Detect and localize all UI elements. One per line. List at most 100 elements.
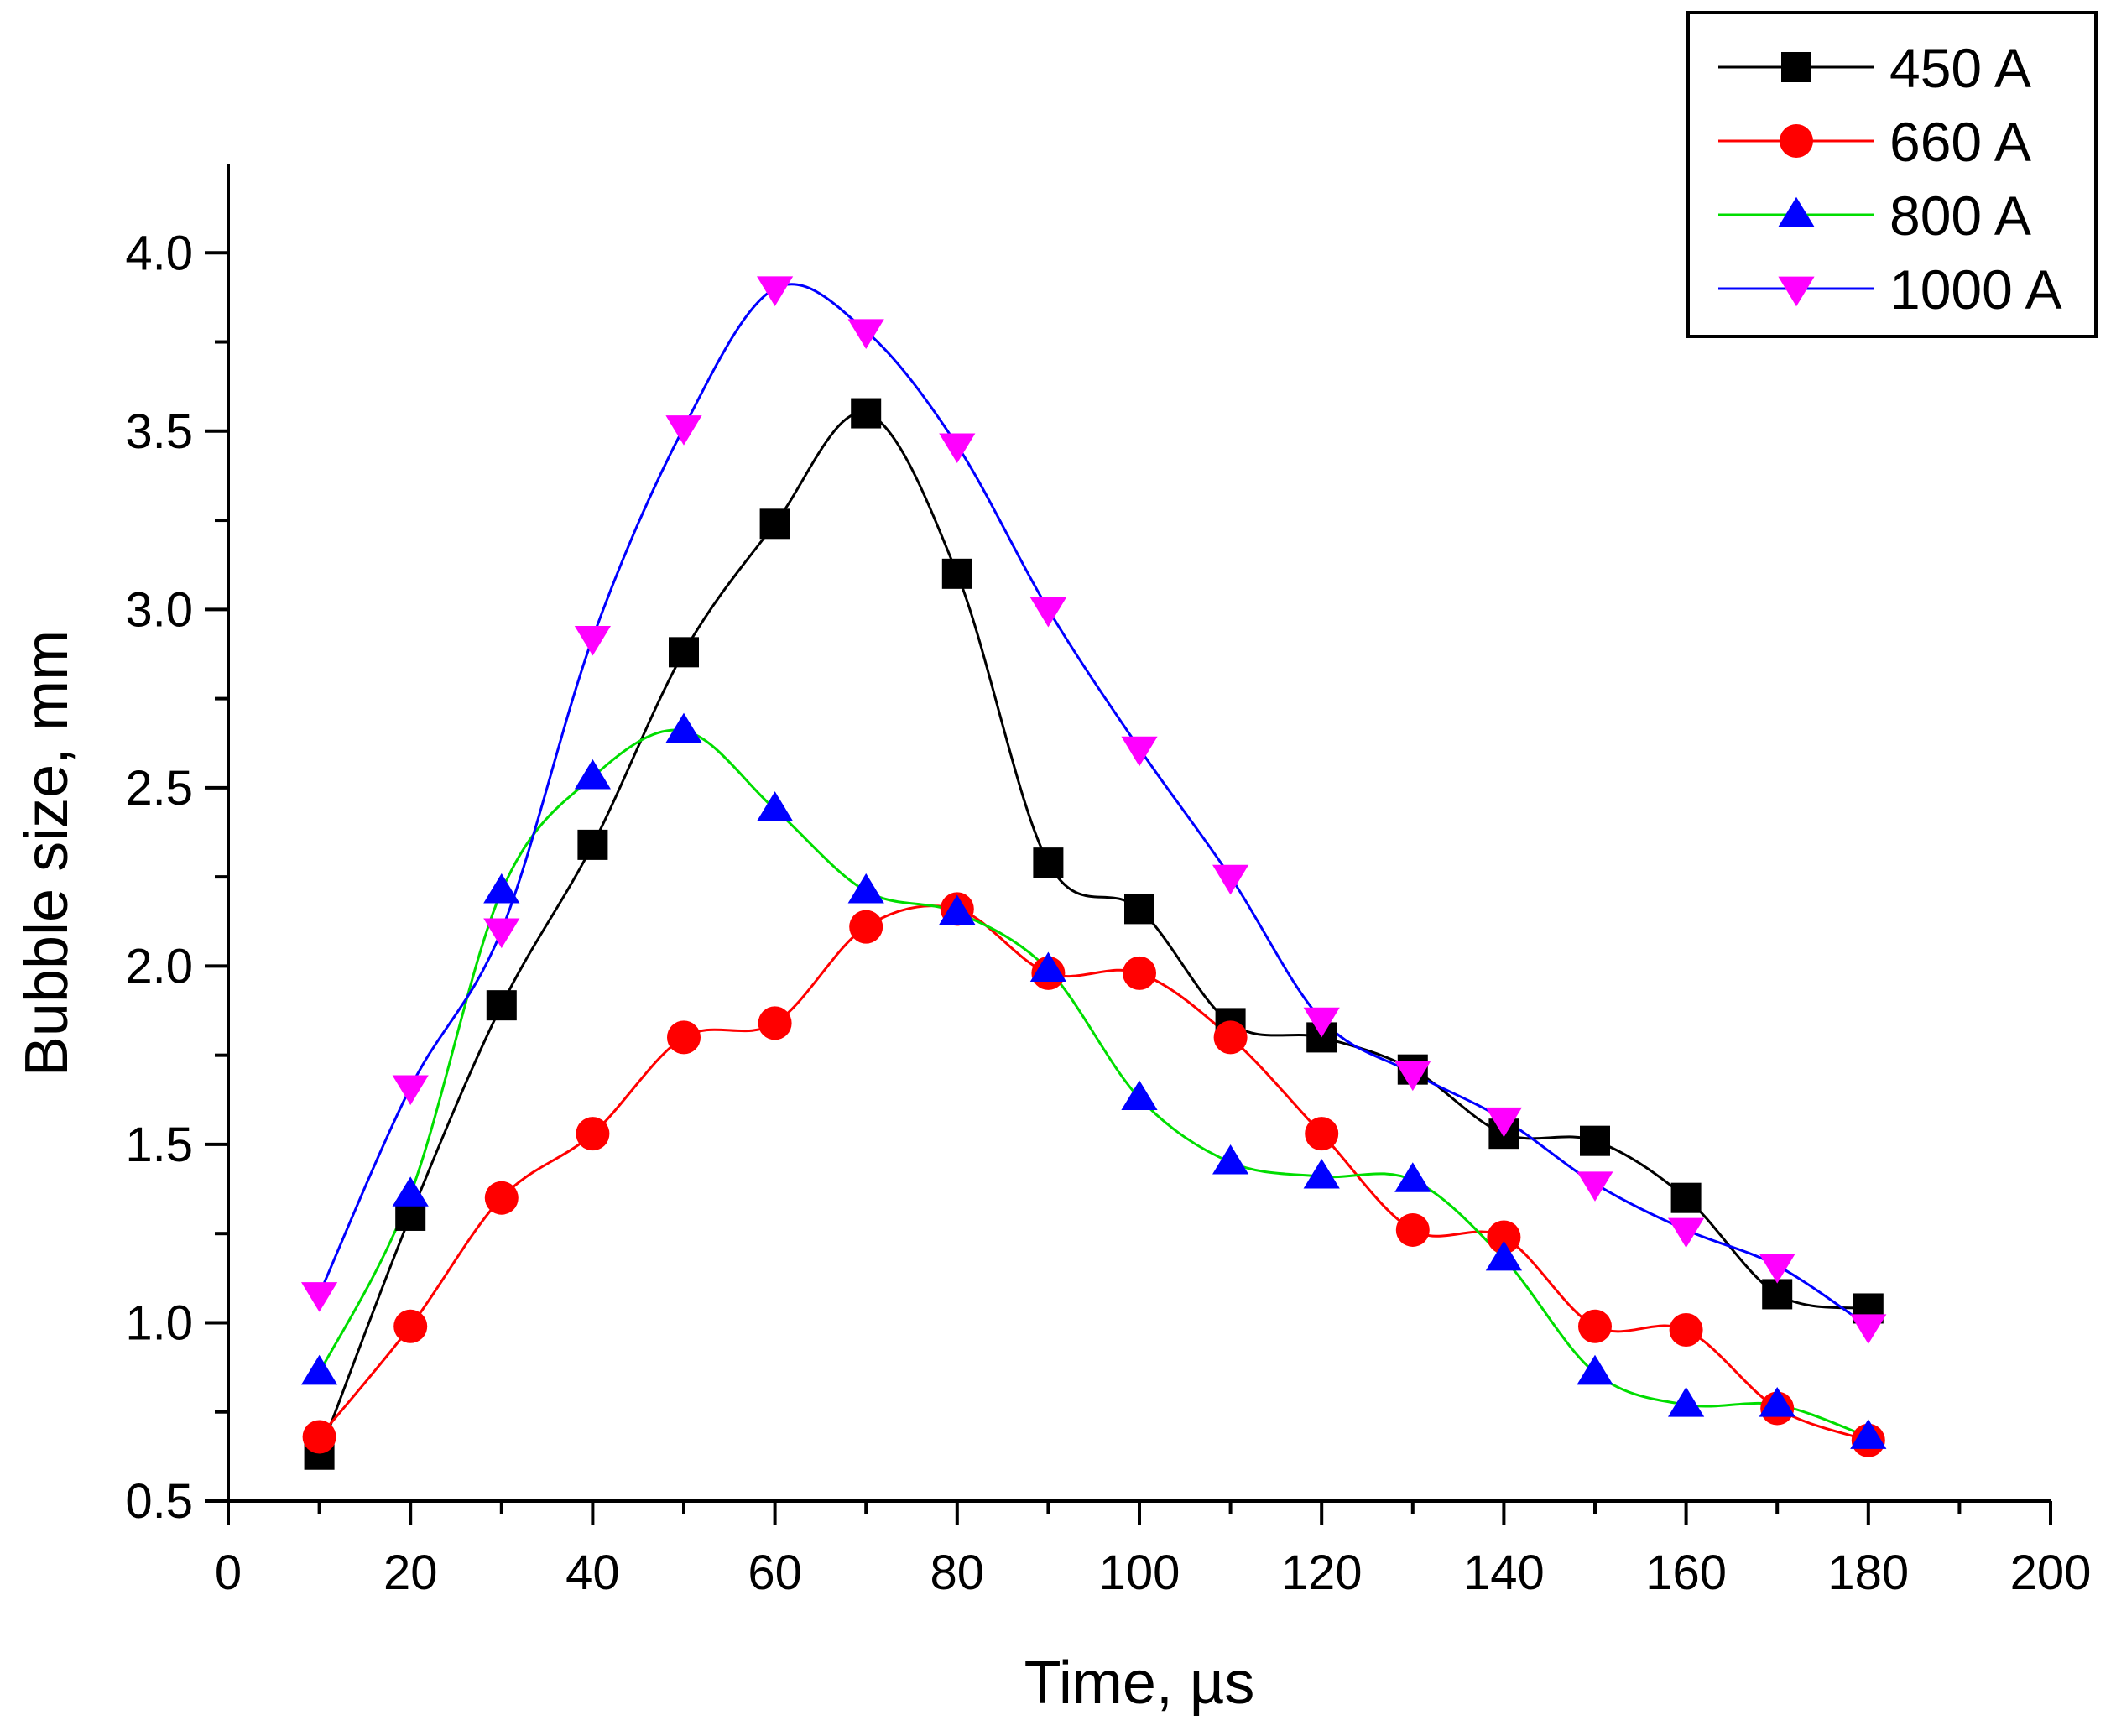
data-point-800-a [1121, 1080, 1158, 1111]
data-point-450-a [1033, 847, 1064, 878]
x-tick-label: 60 [748, 1546, 802, 1600]
data-point-1000-a [1759, 1254, 1795, 1284]
data-point-800-a [1759, 1387, 1795, 1417]
x-tick-label: 120 [1281, 1546, 1363, 1600]
data-point-800-a [1485, 1240, 1522, 1271]
y-tick-label: 1.0 [125, 1295, 193, 1350]
data-point-1000-a [665, 415, 702, 446]
data-point-1000-a [1212, 864, 1249, 895]
data-point-800-a [1303, 1158, 1340, 1189]
data-point-1000-a [1668, 1217, 1705, 1249]
data-point-660-a [1213, 1020, 1248, 1055]
y-tick-label: 1.5 [125, 1118, 193, 1172]
legend-label: 800 A [1889, 185, 2031, 247]
data-point-450-a [1124, 894, 1154, 925]
legend: 450 A 660 A 800 A 1000 A [1686, 11, 2098, 338]
x-tick-label: 80 [930, 1546, 985, 1600]
x-tick-label: 140 [1463, 1546, 1545, 1600]
data-point-800-a [1212, 1144, 1249, 1175]
data-point-660-a [1487, 1220, 1521, 1254]
legend-marker [1781, 52, 1811, 82]
data-point-1000-a [757, 276, 794, 306]
series-line-1000-a [318, 283, 1869, 1327]
y-axis-title: Bubble size, mm [13, 630, 81, 1077]
x-tick-label: 40 [565, 1546, 620, 1600]
data-point-800-a [1577, 1354, 1613, 1385]
y-tick-label: 3.0 [125, 582, 193, 637]
data-point-1000-a [1121, 736, 1158, 767]
data-point-1000-a [1850, 1314, 1887, 1344]
data-point-450-a [1580, 1125, 1610, 1156]
data-point-660-a [302, 1420, 336, 1454]
data-point-660-a [1669, 1312, 1703, 1347]
legend-marker [1778, 276, 1815, 307]
series-line-450-a [318, 411, 1869, 1456]
data-point-450-a [941, 558, 972, 589]
legend-item-800-a: 800 A [1718, 185, 2031, 247]
data-point-1000-a [1394, 1061, 1431, 1092]
legend-label: 450 A [1889, 37, 2031, 99]
data-point-1000-a [847, 319, 884, 349]
data-point-800-a [1029, 951, 1066, 983]
x-tick-label: 160 [1645, 1546, 1727, 1600]
data-point-450-a [851, 398, 882, 429]
x-axis-title: Time, µs [1024, 1650, 1255, 1717]
legend-label: 1000 A [1889, 258, 2062, 321]
y-tick-label: 4.0 [125, 226, 193, 280]
data-point-800-a [483, 873, 520, 904]
legend-marker [1778, 196, 1815, 227]
series-1000-a [318, 283, 1869, 1327]
legend-item-660-a: 660 A [1718, 111, 2031, 173]
legend-label: 660 A [1889, 111, 2031, 173]
data-point-660-a [484, 1181, 519, 1215]
data-point-1000-a [939, 433, 976, 464]
data-point-1000-a [574, 625, 611, 656]
data-point-1000-a [392, 1075, 429, 1106]
data-point-1000-a [1303, 1007, 1340, 1038]
data-point-450-a [1670, 1182, 1702, 1213]
data-point-660-a [758, 1006, 792, 1040]
legend-item-1000-a: 1000 A [1718, 258, 2062, 321]
data-point-800-a [574, 759, 611, 790]
data-point-800-a [1394, 1162, 1431, 1192]
legend-item-450-a: 450 A [1718, 37, 2031, 99]
data-point-800-a [939, 894, 976, 925]
data-point-800-a [847, 873, 884, 904]
data-point-1000-a [1577, 1171, 1613, 1202]
data-point-800-a [1668, 1387, 1705, 1417]
data-point-660-a [1578, 1309, 1612, 1343]
data-point-1000-a [483, 918, 520, 949]
data-point-660-a [1395, 1212, 1430, 1247]
x-ticks: 0 20 40 60 80 100 120 140 160 180 200 [215, 1501, 2092, 1600]
data-point-660-a [667, 1020, 701, 1055]
y-tick-label: 0.5 [125, 1474, 193, 1529]
data-point-660-a [1305, 1117, 1339, 1151]
y-ticks: 0.5 1.0 1.5 2.0 2.5 3.0 3.5 4.0 [125, 226, 228, 1529]
x-tick-label: 180 [1827, 1546, 1909, 1600]
y-tick-label: 2.0 [125, 939, 193, 993]
data-point-1000-a [301, 1282, 338, 1312]
series-450-a [318, 411, 1869, 1456]
legend-marker [1780, 124, 1813, 158]
x-tick-label: 0 [215, 1546, 242, 1600]
data-point-1000-a [1029, 597, 1066, 628]
series-markers-800-a [301, 712, 1887, 1449]
data-point-660-a [1123, 956, 1156, 990]
data-point-450-a [759, 508, 790, 540]
data-point-800-a [665, 712, 702, 743]
data-point-800-a [301, 1354, 338, 1385]
data-point-800-a [1850, 1419, 1887, 1449]
y-tick-label: 3.5 [125, 404, 193, 459]
data-point-450-a [486, 990, 517, 1021]
y-tick-label: 2.5 [125, 761, 193, 816]
data-point-450-a [669, 637, 699, 668]
data-point-660-a [849, 910, 883, 944]
series-layer [301, 276, 1887, 1470]
x-tick-label: 200 [2010, 1546, 2092, 1600]
series-markers-1000-a [301, 276, 1887, 1344]
data-point-450-a [577, 829, 608, 860]
x-tick-label: 100 [1099, 1546, 1180, 1600]
data-point-800-a [757, 791, 794, 821]
